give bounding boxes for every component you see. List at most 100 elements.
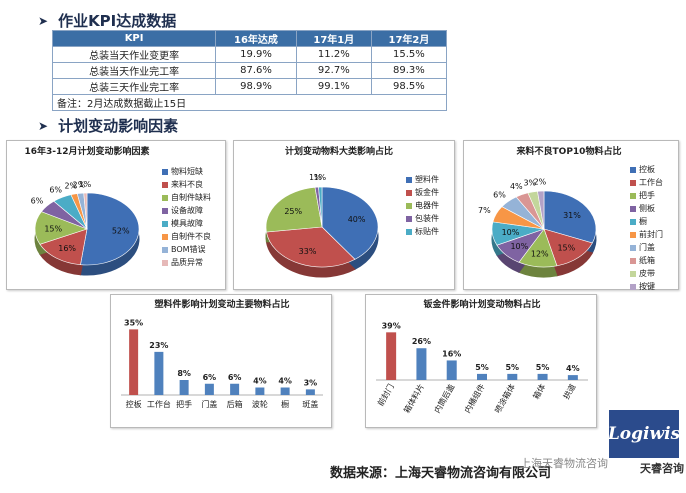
table-row: 总装当天作业完工率 87.6% 92.7% 89.3%	[51, 62, 448, 79]
bar-value-label: 8%	[177, 369, 191, 378]
legend-swatch	[162, 246, 168, 253]
arrow-icon: ➤	[38, 118, 49, 133]
pie-slice	[318, 186, 323, 228]
legend-swatch	[630, 231, 636, 238]
legend-item: 皮带	[630, 267, 663, 280]
kpi-col-header: 16年达成	[215, 30, 297, 47]
legend-label: 塑料件	[415, 175, 439, 184]
chart-title: 塑料件影响计划变动主要物料占比	[154, 298, 289, 310]
legend-label: 纸箱	[639, 256, 655, 265]
bar	[154, 351, 164, 395]
pie-slice	[265, 186, 323, 233]
pie-label: 3%	[523, 179, 536, 188]
table-row: 总装三天作业完工率 98.9% 99.1% 98.5%	[51, 78, 448, 95]
legend-label: 门盖	[639, 243, 655, 252]
legend-swatch	[630, 192, 636, 199]
bar	[179, 380, 189, 395]
pie-label: 12%	[531, 250, 549, 259]
legend-item: 模具故障	[162, 217, 211, 230]
category-label: 斑盖	[302, 399, 318, 409]
legend-swatch	[162, 168, 168, 175]
kpi-note: 备注：2月达成数据截止15日	[52, 94, 447, 111]
legend-item: 橱	[630, 215, 663, 228]
chart-title: 来料不良TOP10物料占比	[516, 145, 622, 157]
legend-swatch	[406, 228, 412, 235]
legend-item: 把手	[630, 189, 663, 202]
category-label: 后箱	[227, 399, 243, 409]
chart-panel-2: 计划变动物料大类影响占比 40% 33% 25% 1% 1% 塑料件钣金件电器件包装件标贴…	[233, 140, 455, 290]
legend-swatch	[630, 283, 636, 290]
legend-item: 标贴件	[406, 225, 439, 238]
legend-label: 自制件缺料	[171, 193, 211, 202]
pie-label: 4%	[510, 182, 523, 191]
bar	[477, 373, 487, 380]
legend-top10: 控板 工作台 把手 侧板橱前封门 门盖 纸箱 皮带 按键	[630, 163, 663, 293]
category-label: 拱道	[561, 382, 578, 401]
bar-value-label: 35%	[124, 318, 143, 327]
kpi-col-header: 17年2月	[370, 30, 448, 47]
table-row: 总装当天作业变更率 19.9% 11.2% 15.5%	[51, 46, 448, 63]
bar	[255, 387, 265, 395]
legend-label: 品质异常	[171, 258, 203, 267]
kpi-cell: 92.7%	[295, 62, 372, 79]
pie-label: 10%	[502, 228, 520, 237]
legend-item: 钣金件	[406, 186, 439, 199]
kpi-table-header: KPI 16年达成 17年1月 17年2月	[51, 30, 448, 47]
pie-slice	[83, 192, 88, 230]
bar-value-label: 26%	[412, 337, 431, 346]
legend-swatch	[406, 202, 412, 209]
legend-item: 品质异常	[162, 256, 211, 269]
arrow-icon: ➤	[38, 13, 49, 28]
legend-swatch	[630, 218, 636, 225]
bar	[567, 375, 578, 380]
legend-label: 把手	[639, 191, 655, 200]
legend-categories: 塑料件钣金件电器件包装件标贴件	[406, 173, 439, 238]
pie-label: 6%	[31, 196, 44, 205]
legend-item: 控板	[630, 163, 663, 176]
pie-chart-categories: 计划变动物料大类影响占比 40% 33% 25% 1%1%	[265, 145, 393, 278]
pie-label: 6%	[49, 186, 62, 195]
chart-title: 钣金件影响计划变动物料占比	[423, 298, 540, 310]
legend-item: 工作台	[630, 176, 663, 189]
pie-label: 33%	[299, 247, 317, 256]
legend-item: 自制件缺料	[162, 191, 211, 204]
pie-label: 2%	[73, 180, 86, 189]
pie-slice	[537, 190, 545, 230]
table-row: 备注：2月达成数据截止15日	[52, 94, 447, 111]
pie-label: 6%	[493, 190, 506, 199]
chart-panel-5: 钣金件影响计划变动物料占比 39% 前封门 26% 箱体料片 16% 内筒后盖 5% 内桶组件 5…	[365, 294, 597, 428]
pie-slice	[80, 192, 140, 266]
category-label: 工作台	[147, 399, 171, 409]
section-kpi-title: ➤ 作业KPI达成数据	[38, 10, 176, 31]
bar-value-label: 23%	[149, 341, 168, 350]
section-plan-title: ➤ 计划变动影响因素	[38, 115, 178, 136]
legend-swatch	[630, 205, 636, 212]
kpi-table: KPI 16年达成 17年1月 17年2月 总装当天作业变更率 19.9% 11…	[51, 30, 448, 111]
pie-label: 15%	[557, 244, 575, 253]
bar	[280, 387, 290, 395]
pie-label: 31%	[563, 211, 581, 220]
pie-slice	[39, 228, 88, 266]
legend-label: 按键	[639, 282, 655, 291]
data-source: 数据来源：上海天睿物流咨询有限公司	[330, 466, 552, 481]
legend-swatch	[630, 244, 636, 251]
pie-label: 2%	[534, 178, 547, 187]
legend-label: 包装件	[415, 214, 439, 223]
legend-swatch	[406, 215, 412, 222]
bar-value-label: 6%	[203, 373, 217, 382]
bar	[537, 373, 548, 380]
bar-value-label: 4%	[566, 364, 580, 373]
section-plan-title-text: 计划变动影响因素	[58, 117, 179, 135]
bar-value-label: 5%	[505, 363, 519, 372]
chart-panel-3: 来料不良TOP10物料占比 31% 15% 12% 10% 10% 7% 6% 4% 3% 2% 控…	[463, 140, 679, 293]
legend-label: 电器件	[415, 201, 439, 210]
chart-title: 计划变动物料大类影响占比	[285, 145, 393, 157]
legend-swatch	[162, 233, 168, 240]
pie-label: 15%	[44, 224, 62, 233]
legend-causes: 物料短缺 来料不良 自制件缺料 设备故障 模具故障 自制件不良 BOM错误 品质异常	[162, 165, 211, 269]
legend-swatch	[162, 220, 168, 227]
legend-label: 来料不良	[171, 180, 203, 189]
section-kpi-title-text: 作业KPI达成数据	[58, 12, 177, 30]
